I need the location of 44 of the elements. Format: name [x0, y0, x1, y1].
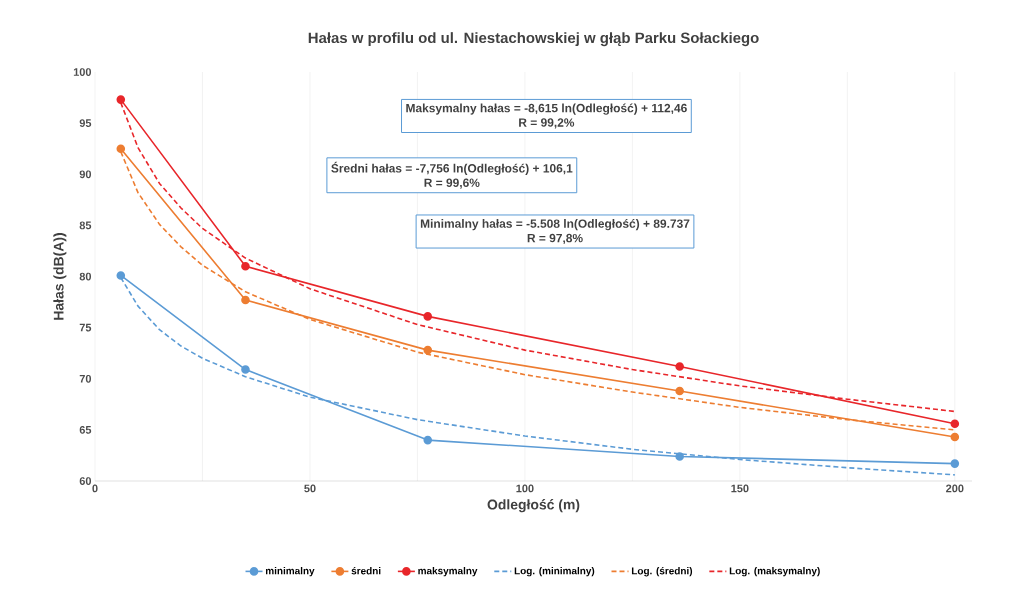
- annotation: Minimalny hałas = -5.508 ln(Odległość) + 89.737: [420, 218, 690, 231]
- legend-label: średni: [351, 566, 381, 575]
- point: [675, 452, 684, 461]
- annotation: Średni hałas = -7,756 ln(Odległość) + 106,1: [331, 161, 573, 175]
- y-tick-label: 80: [79, 272, 92, 281]
- y-tick-label: 75: [79, 323, 92, 332]
- y-tick-label: 100: [73, 68, 92, 76]
- point: [950, 419, 960, 429]
- legend-label: Log. (minimalny): [514, 567, 595, 577]
- y-tick-label: 60: [79, 477, 92, 485]
- y-tick-label: 65: [79, 426, 92, 434]
- legend-label: Log. (średni): [631, 566, 693, 577]
- x-axis-title: Odległość (m): [487, 499, 580, 513]
- point: [675, 386, 684, 396]
- x-tick-label: 0: [92, 484, 98, 493]
- legend-label: minimalny: [265, 567, 315, 577]
- point: [423, 312, 433, 321]
- y-tick-label: 90: [79, 170, 92, 179]
- x-tick-label: 50: [304, 484, 316, 493]
- point: [950, 432, 960, 442]
- legend-label: maksymalny: [418, 567, 478, 577]
- annotation: R = 99,6%: [424, 178, 480, 189]
- point: [950, 459, 960, 468]
- point: [116, 144, 126, 153]
- chart-title: Hałas w profilu od ul. Niestachowskiej w głąb Parku Sołackiego: [308, 32, 759, 47]
- point: [423, 435, 433, 445]
- y-tick-label: 70: [79, 374, 92, 383]
- y-tick-label: 85: [79, 221, 92, 230]
- point: [423, 345, 433, 355]
- annotation: R = 97,8%: [527, 233, 583, 245]
- y-tick-label: 95: [79, 119, 92, 128]
- annotation: R = 99,2%: [519, 118, 575, 129]
- annotation: Maksymalny hałas = -8,615 ln(Odległość) + 112,46: [406, 103, 687, 115]
- point: [241, 261, 250, 271]
- point: [241, 365, 250, 374]
- x-tick-label: 200: [946, 484, 964, 493]
- y-axis-title: Hałas (dB(A)): [53, 233, 67, 320]
- x-tick-label: 100: [516, 484, 534, 493]
- point: [675, 362, 684, 371]
- point: [116, 271, 126, 280]
- legend-label: Log. (maksymalny): [729, 567, 820, 577]
- point: [116, 95, 126, 104]
- point: [241, 295, 250, 305]
- x-tick-label: 150: [731, 484, 749, 493]
